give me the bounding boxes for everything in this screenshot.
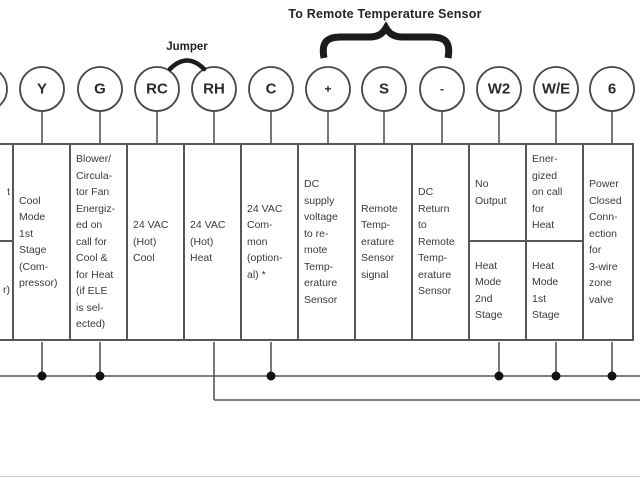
terminal-plus-circle <box>305 66 351 112</box>
terminal-c-label: C <box>265 80 277 98</box>
column-6: Power Closed Conn- ection for 3-wire zon… <box>584 145 634 339</box>
cell-partial-top: t <box>0 145 12 242</box>
terminal-c-circle <box>248 66 294 112</box>
column-s: Remote Temp- erature Sensor signal <box>356 145 413 339</box>
column-partial: t r) <box>0 145 14 339</box>
cell-g: Blower/ Circula- tor Fan Energiz- ed on … <box>76 153 116 331</box>
terminal-minus-circle <box>419 66 465 112</box>
column-we: Ener- gized on call for Heat Heat Mode 1… <box>527 145 584 339</box>
junction-dot <box>37 371 47 381</box>
column-g: Blower/ Circula- tor Fan Energiz- ed on … <box>71 145 128 339</box>
jumper-label: Jumper <box>166 41 208 53</box>
column-c: 24 VAC Com- mon (option- al) * <box>242 145 299 339</box>
terminal-y-circle <box>19 66 65 112</box>
terminal-we-label: W/E <box>541 80 571 98</box>
cell-rc: 24 VAC (Hot) Cool <box>133 219 169 265</box>
column-w2: No Output Heat Mode 2nd Stage <box>470 145 527 339</box>
junction-dot <box>494 371 504 381</box>
column-rh: 24 VAC (Hot) Heat <box>185 145 242 339</box>
junction-dot <box>95 371 105 381</box>
terminal-plus-label: + <box>324 82 332 96</box>
cell-we-top: Ener- gized on call for Heat <box>527 145 582 242</box>
junction-dot <box>266 371 276 381</box>
terminal-y-label: Y <box>36 80 48 98</box>
bottom-wires <box>0 342 640 401</box>
column-rc: 24 VAC (Hot) Cool <box>128 145 185 339</box>
terminal-g-label: G <box>94 80 106 98</box>
cell-c: 24 VAC Com- mon (option- al) * <box>247 202 283 281</box>
terminal-g-circle <box>77 66 123 112</box>
cell-minus: DC Return to Remote Temp- erature Sensor <box>418 186 455 298</box>
terminal-6-label: 6 <box>607 80 617 98</box>
terminal-w2-label: W2 <box>487 80 511 98</box>
cell-partial-bottom: r) <box>3 284 10 297</box>
bottom-border-line <box>0 476 640 477</box>
junction-dots <box>37 371 617 381</box>
cell-plus: DC supply voltage to re- mote Temp- erat… <box>304 178 338 306</box>
terminal-rc-circle <box>134 66 180 112</box>
jumper-arc <box>167 58 207 72</box>
cell-w2-bottom: Heat Mode 2nd Stage <box>475 259 503 322</box>
terminal-6-circle <box>589 66 635 112</box>
terminal-s-circle <box>361 66 407 112</box>
junction-dot <box>551 371 561 381</box>
cell-we-bottom: Heat Mode 1st Stage <box>532 259 560 322</box>
terminal-rh-label: RH <box>203 80 225 98</box>
column-minus: DC Return to Remote Temp- erature Sensor <box>413 145 470 339</box>
cell-y: Cool Mode 1st Stage (Com- pressor) <box>19 194 58 290</box>
remote-sensor-brace <box>319 21 453 59</box>
remote-sensor-label: To Remote Temperature Sensor <box>288 7 482 21</box>
cell-w2-top: No Output <box>470 145 525 242</box>
column-y: Cool Mode 1st Stage (Com- pressor) <box>14 145 71 339</box>
terminal-minus-label: - <box>440 82 444 96</box>
terminal-rh-circle <box>191 66 237 112</box>
terminal-w2-circle <box>476 66 522 112</box>
junction-dot <box>607 371 617 381</box>
terminal-circles <box>0 66 635 112</box>
cell-rh: 24 VAC (Hot) Heat <box>190 219 226 265</box>
terminal-partial-circle <box>0 71 8 107</box>
terminal-s-label: S <box>378 80 390 98</box>
cell-s: Remote Temp- erature Sensor signal <box>361 202 398 281</box>
terminal-stems <box>41 110 613 145</box>
cell-6: Power Closed Conn- ection for 3-wire zon… <box>589 178 622 306</box>
terminal-description-table: t r) Cool Mode 1st Stage (Com- pressor) … <box>0 143 634 341</box>
terminal-rc-label: RC <box>146 80 168 98</box>
terminal-we-circle <box>533 66 579 112</box>
column-plus: DC supply voltage to re- mote Temp- erat… <box>299 145 356 339</box>
